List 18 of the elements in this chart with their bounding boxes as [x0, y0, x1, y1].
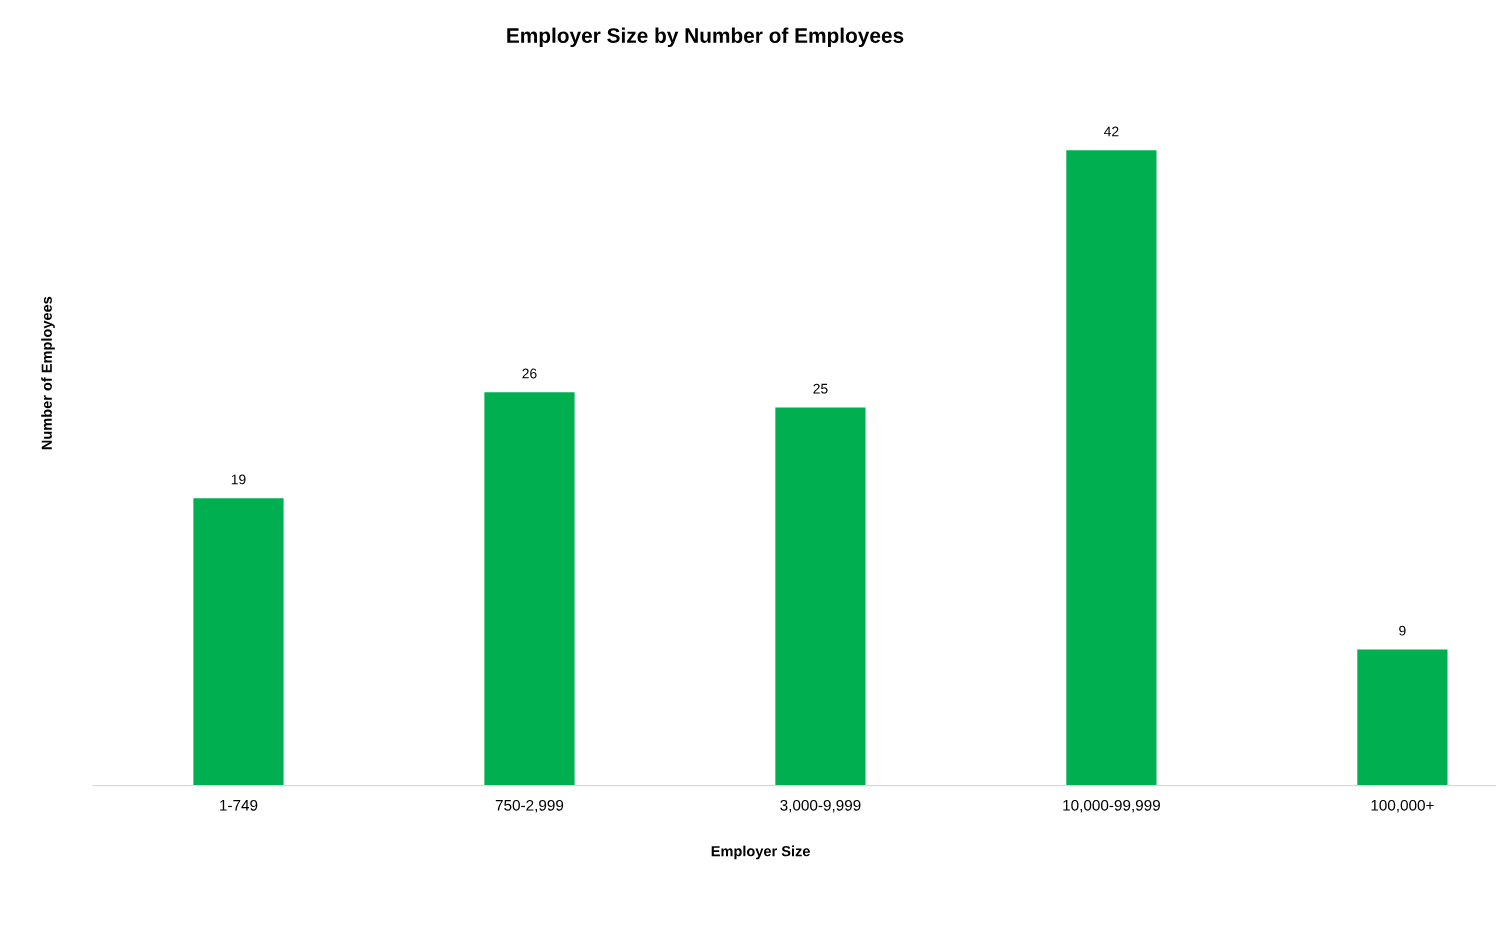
bar — [775, 407, 866, 786]
x-tick-label: 100,000+ — [1371, 799, 1434, 813]
x-axis-title: Employer Size — [711, 845, 810, 860]
bar — [1357, 649, 1448, 786]
x-tick-label: 1-749 — [220, 799, 258, 811]
data-label: 19 — [231, 474, 246, 485]
data-label: 26 — [522, 368, 537, 379]
x-tick-label: 750-2,999 — [495, 799, 564, 813]
bar — [193, 498, 284, 786]
chart-title: Employer Size by Number of Employees — [507, 27, 904, 48]
x-tick-label: 3,000-9,999 — [780, 799, 861, 813]
data-label: 42 — [1104, 126, 1119, 137]
data-label: 9 — [1399, 625, 1406, 636]
bar — [1066, 150, 1157, 786]
data-label: 25 — [813, 383, 828, 394]
x-tick-label: 10,000-99,999 — [1063, 799, 1160, 813]
y-axis-title: Number of Employees — [41, 296, 55, 450]
bar — [484, 392, 575, 786]
